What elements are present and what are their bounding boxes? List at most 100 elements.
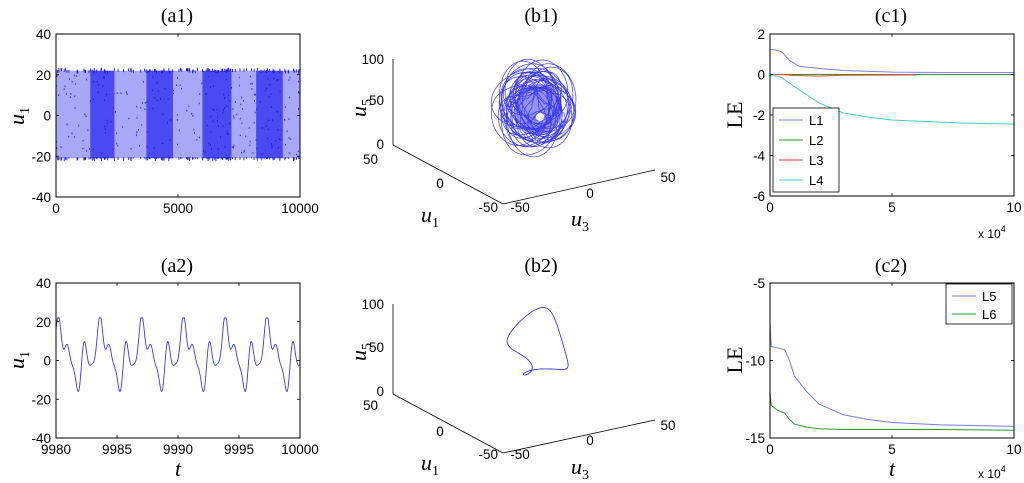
c1-legend: L1 L2 L3 L4 (772, 107, 840, 193)
panel-b2: (b2) 100 50 0 50 0 -50 -50 0 50 u5 u1 u3 (346, 255, 676, 483)
a1-band-group (56, 70, 300, 159)
b1-z-tick-0: 0 (376, 137, 384, 152)
c2-y-tick-label: -10 (745, 354, 765, 369)
a1-band (90, 70, 115, 159)
c2-y-tick-label: -15 (745, 431, 765, 446)
b1-x-tick-neg50: -50 (478, 200, 498, 215)
a2-x-tick-label: 9985 (102, 442, 132, 457)
a1-band (114, 70, 147, 159)
legend-label-l5: L5 (982, 289, 996, 304)
panel-a1: (a1) 0 5000 10000 -40 -20 0 20 40 u1 (4, 5, 319, 216)
a2-x-tick-label: 9990 (163, 442, 193, 457)
a2-y-tick-label: 20 (36, 315, 51, 330)
panel-title-c2: (c2) (875, 255, 907, 277)
a1-y-tick-label: 0 (43, 109, 51, 124)
c2-series-group (769, 321, 1015, 431)
c2-x-tick-label: 0 (766, 442, 774, 457)
a2-ticks: 9980 9985 9990 9995 10000 -40 -20 0 20 40 (31, 276, 318, 457)
b1-x-tick-50: 50 (363, 152, 378, 167)
series-line-l4 (769, 75, 1015, 125)
b1-z-axis-label: u5 (346, 99, 375, 117)
b1-y-axis (502, 169, 656, 205)
b2-y-axis (502, 419, 656, 454)
b2-y-tick-50: 50 (660, 418, 675, 433)
b1-x-axis (392, 144, 504, 205)
a2-x-axis-label: t (175, 456, 182, 481)
c1-x-multiplier: x 104 (978, 224, 1006, 241)
a1-x-tick-label: 10000 (281, 201, 319, 216)
a1-y-tick-label: -20 (31, 149, 51, 164)
b2-x-tick-0: 0 (436, 424, 444, 439)
panel-title-b2: (b2) (524, 255, 557, 277)
a2-y-tick-label: 0 (43, 354, 51, 369)
c1-ticks: 0 5 10 -6 -4 -2 0 2 (753, 27, 1022, 215)
b1-y-tick-50: 50 (660, 170, 675, 185)
panel-title-c1: (c1) (875, 5, 907, 27)
b1-attractor-hole (536, 113, 544, 121)
c2-ticks: 0 5 10 -15 -10 -5 (745, 276, 1021, 457)
c2-x-multiplier: x 104 (978, 464, 1006, 481)
panel-b1: (b1) 100 50 0 50 0 -50 -50 0 50 u5 u1 u3 (346, 5, 676, 235)
c1-y-tick-label: 2 (757, 27, 765, 42)
panel-c1: (c1) 0 5 10 -6 -4 -2 0 2 LE x 104 L1 L2 L3 L4 (722, 5, 1022, 241)
c2-y-axis-label: LE (722, 347, 747, 374)
legend-label-l2: L2 (809, 133, 823, 148)
series-line-l6 (769, 391, 1015, 431)
c1-y-tick-label: -6 (753, 189, 765, 204)
c2-x-tick-label: 10 (1006, 442, 1021, 457)
c1-y-tick-label: 0 (757, 68, 765, 83)
c2-y-tick-label: -5 (753, 276, 765, 291)
panel-title-a2: (a2) (161, 255, 193, 277)
b2-z-tick-0: 0 (376, 384, 384, 399)
a2-y-tick-label: -20 (31, 392, 51, 407)
b2-y-axis-label: u3 (571, 454, 589, 483)
b2-x-tick-50: 50 (363, 398, 378, 413)
c1-legend-box (772, 107, 840, 193)
b1-x-axis-label: u1 (421, 202, 439, 231)
a1-y-tick-label: 20 (36, 68, 51, 83)
b1-attractor-curve (490, 58, 577, 158)
b2-z-axis-label: u5 (346, 343, 375, 361)
legend-label-l6: L6 (982, 307, 996, 322)
a1-x-tick-label: 5000 (163, 201, 193, 216)
b2-y-tick-neg50: -50 (510, 447, 530, 462)
b1-y-tick-neg50: -50 (510, 200, 530, 215)
c1-y-axis-label: LE (722, 102, 747, 129)
b1-z-tick-50: 50 (369, 93, 384, 108)
b2-z-tick-50: 50 (369, 340, 384, 355)
panel-a2: (a2) 9980 9985 9990 9995 10000 -40 -20 0 20 40 u1… (4, 255, 319, 481)
b1-y-axis-label: u3 (571, 206, 589, 235)
series-line-l1 (769, 48, 1014, 73)
legend-label-l1: L1 (809, 113, 823, 128)
a2-y-axis-label: u1 (4, 351, 33, 369)
c1-x-tick-label: 0 (766, 200, 774, 215)
a1-y-tick-label: -40 (31, 190, 51, 205)
series-line-l3 (770, 74, 917, 77)
legend-label-l4: L4 (809, 173, 823, 188)
a2-x-tick-label: 10000 (281, 442, 319, 457)
a1-ticks: 0 5000 10000 -40 -20 0 20 40 (31, 27, 318, 216)
c1-x-tick-label: 5 (888, 200, 896, 215)
a2-x-tick-label: 9980 (41, 442, 71, 457)
b2-z-tick-100: 100 (361, 297, 384, 312)
c2-legend-box (945, 283, 1013, 325)
legend-label-l3: L3 (809, 153, 823, 168)
c2-x-tick-label: 5 (888, 442, 896, 457)
c1-y-tick-label: -2 (753, 108, 765, 123)
b1-y-tick-0: 0 (586, 186, 594, 201)
b2-x-tick-neg50: -50 (478, 447, 498, 462)
a1-band (146, 70, 174, 159)
c1-y-tick-label: -4 (753, 149, 765, 164)
a2-x-tick-label: 9995 (224, 442, 254, 457)
a1-y-tick-label: 40 (36, 27, 51, 42)
a1-x-tick-label: 0 (52, 201, 60, 216)
a2-y-tick-label: 40 (36, 276, 51, 291)
b2-x-axis-label: u1 (421, 450, 439, 479)
a2-signal-line (55, 317, 301, 393)
b2-y-tick-0: 0 (586, 433, 594, 448)
a1-band (231, 70, 257, 159)
series-line-l5 (769, 321, 1015, 427)
